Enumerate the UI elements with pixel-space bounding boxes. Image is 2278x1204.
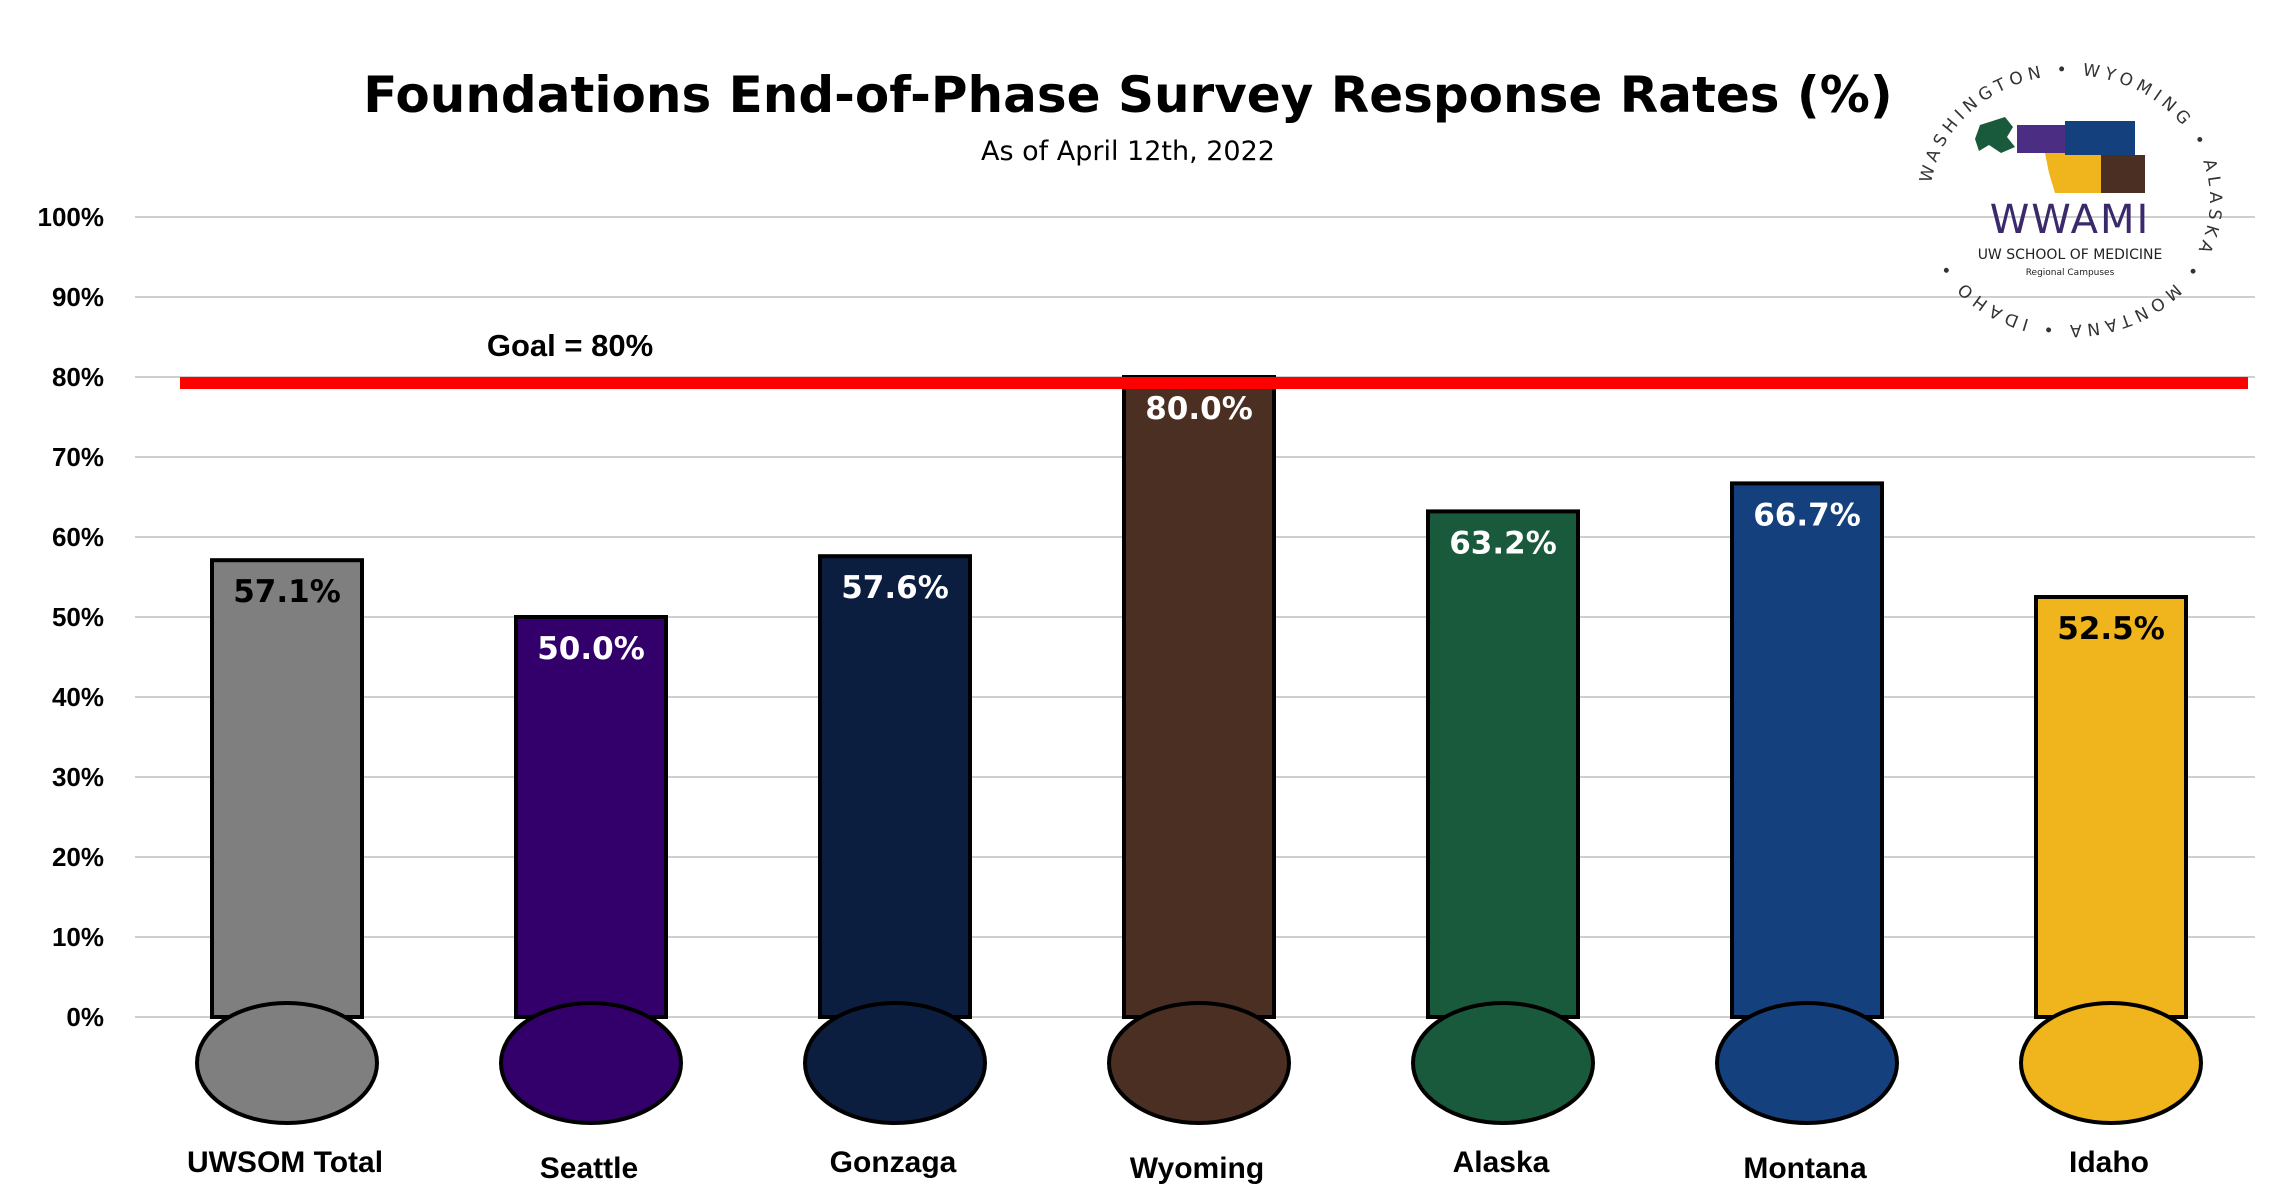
x-tick-label: Montana — [1743, 1152, 1867, 1185]
bar-base-bulb — [1107, 1001, 1291, 1125]
y-tick-label: 40% — [52, 682, 104, 712]
y-tick-label: 80% — [52, 362, 104, 392]
logo-line1: UW SCHOOL OF MEDICINE — [1978, 247, 2163, 263]
data-label: 57.1% — [233, 574, 341, 610]
x-tick-label: Wyoming — [1130, 1152, 1264, 1185]
bar-base-bulb — [1411, 1001, 1595, 1125]
bar — [1730, 481, 1884, 1019]
bar-base-bulb — [499, 1001, 683, 1125]
y-tick-label: 50% — [52, 602, 104, 632]
x-tick-label: UWSOM Total — [187, 1146, 383, 1179]
bar-base-bulb — [2019, 1001, 2203, 1125]
logo-line2: Regional Campuses — [2026, 268, 2115, 278]
x-tick-label: Alaska — [1453, 1146, 1550, 1179]
y-tick-label: 60% — [52, 522, 104, 552]
chart-subtitle: As of April 12th, 2022 — [981, 136, 1275, 167]
y-axis-ticks: 0% 10% 20% 30% 40% 50% 60% 70% 80% 90% 100% — [38, 202, 105, 1032]
bar-base-bulb — [195, 1001, 379, 1125]
y-tick-label: 70% — [52, 442, 104, 472]
data-label: 66.7% — [1753, 497, 1861, 533]
chart-title: Foundations End-of-Phase Survey Response… — [363, 66, 1892, 124]
x-tick-label: Gonzaga — [830, 1146, 957, 1179]
data-label: 50.0% — [537, 631, 645, 667]
bar — [210, 558, 364, 1019]
x-axis-labels: UWSOM Total Seattle Gonzaga Wyoming Alaska Mo… — [187, 1146, 2149, 1185]
y-tick-label: 90% — [52, 282, 104, 312]
bar — [1426, 509, 1580, 1019]
bars: 57.1% 50.0% 57.6% 80.0% 63.2% 66.7% 52.5% — [195, 375, 2203, 1125]
logo-map-icon — [1975, 117, 2145, 193]
bar — [1122, 375, 1276, 1019]
goal-label: Goal = 80% — [487, 328, 653, 363]
data-label: 63.2% — [1449, 525, 1557, 561]
y-tick-label: 0% — [66, 1002, 104, 1032]
y-tick-label: 100% — [38, 202, 105, 232]
y-tick-label: 20% — [52, 842, 104, 872]
logo-name: WWAMI — [1990, 197, 2151, 243]
bar-base-bulb — [1715, 1001, 1899, 1125]
x-tick-label: Idaho — [2069, 1146, 2149, 1179]
data-label: 52.5% — [2057, 611, 2165, 647]
goal-line-group: Goal = 80% — [180, 328, 2248, 389]
wwami-logo: WASHINGTON • WYOMING • ALASKA • MONTANA … — [1916, 60, 2220, 340]
bar-base-bulb — [803, 1001, 987, 1125]
y-tick-label: 10% — [52, 922, 104, 952]
data-label: 80.0% — [1145, 391, 1253, 427]
bar — [2034, 595, 2188, 1019]
x-tick-label: Seattle — [540, 1152, 638, 1185]
bar — [514, 615, 668, 1019]
bar — [818, 554, 972, 1019]
data-label: 57.6% — [841, 570, 949, 606]
y-tick-label: 30% — [52, 762, 104, 792]
